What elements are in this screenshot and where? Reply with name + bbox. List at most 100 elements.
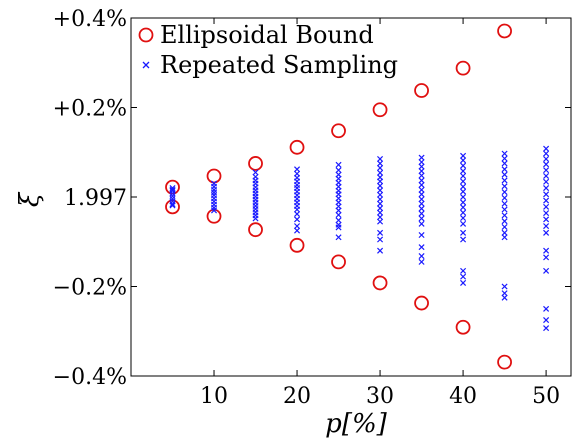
repeated-sampling-point	[543, 247, 550, 254]
data-marks	[165, 23, 550, 370]
repeated-sampling-point	[294, 216, 301, 223]
repeated-sampling-point	[418, 181, 425, 188]
repeated-sampling-point	[501, 218, 508, 225]
repeated-sampling-point	[460, 215, 467, 222]
legend-marker-ellipsoidal-bound	[138, 27, 154, 43]
repeated-sampling-point	[169, 202, 176, 209]
ellipsoidal-bound-point	[248, 222, 263, 238]
repeated-sampling-point	[543, 317, 550, 324]
repeated-sampling-point	[377, 155, 384, 162]
repeated-sampling-point	[377, 191, 384, 198]
repeated-sampling-point	[501, 206, 508, 213]
repeated-sampling-point	[418, 177, 425, 184]
repeated-sampling-point	[460, 209, 467, 216]
repeated-sampling-point	[501, 212, 508, 219]
repeated-sampling-point	[501, 223, 508, 231]
repeated-sampling-point	[501, 234, 508, 241]
repeated-sampling-point	[460, 152, 467, 159]
repeated-sampling-point	[418, 232, 425, 239]
repeated-sampling-point	[335, 217, 342, 224]
repeated-sampling-point	[418, 168, 425, 175]
x-axis-label: p[%]	[325, 409, 387, 439]
y-tick-label: −0.2%	[53, 276, 127, 301]
repeated-sampling-point	[460, 178, 467, 185]
y-tick-label: +0.2%	[53, 97, 127, 122]
repeated-sampling-point	[543, 305, 550, 312]
repeated-sampling-point	[543, 145, 550, 152]
repeated-sampling-point	[543, 210, 550, 217]
repeated-sampling-point	[460, 279, 467, 286]
repeated-sampling-point	[501, 171, 508, 178]
repeated-sampling-point	[501, 177, 508, 184]
repeated-sampling-point	[460, 183, 467, 190]
repeated-sampling-point	[377, 214, 384, 221]
ellipsoidal-bound-point	[455, 319, 471, 335]
repeated-sampling-point	[501, 283, 508, 290]
repeated-sampling-point	[377, 169, 384, 176]
repeated-sampling-point	[377, 200, 384, 207]
repeated-sampling-point	[294, 210, 301, 218]
repeated-sampling-point	[377, 182, 384, 189]
ellipsoidal-bound-point	[497, 354, 512, 370]
repeated-sampling-point	[294, 206, 301, 213]
repeated-sampling-point	[501, 155, 508, 162]
repeated-sampling-point	[294, 166, 301, 173]
repeated-sampling-point	[543, 178, 550, 185]
repeated-sampling-point	[543, 267, 550, 274]
repeated-sampling-point	[377, 236, 384, 243]
repeated-sampling-point	[335, 161, 342, 168]
repeated-sampling-point	[418, 154, 425, 161]
repeated-sampling-point	[335, 234, 342, 241]
ellipsoidal-bound-point	[372, 102, 388, 118]
y-tick-label: +0.4%	[53, 7, 127, 32]
repeated-sampling-point	[460, 229, 467, 236]
ellipsoidal-bound-point	[289, 237, 305, 253]
repeated-sampling-point	[210, 207, 218, 214]
repeated-sampling-point	[460, 204, 467, 211]
repeated-sampling-point	[543, 150, 550, 157]
ellipsoidal-bound-point	[165, 199, 180, 215]
repeated-sampling-point	[418, 253, 425, 260]
repeated-sampling-point	[252, 215, 259, 222]
repeated-sampling-point	[543, 167, 550, 174]
ellipsoidal-bound-point	[248, 156, 263, 171]
x-tick-label: 50	[532, 384, 560, 409]
repeated-sampling-point	[418, 244, 425, 251]
repeated-sampling-point	[501, 189, 508, 196]
ellipsoidal-bound-point	[289, 139, 305, 155]
repeated-sampling-point	[418, 186, 425, 193]
repeated-sampling-point	[543, 203, 550, 210]
repeated-sampling-point	[294, 223, 301, 230]
repeated-sampling-point	[418, 200, 425, 207]
repeated-sampling-point	[460, 157, 467, 164]
repeated-sampling-point	[418, 159, 425, 166]
repeated-sampling-point	[543, 155, 550, 162]
repeated-sampling-point	[418, 172, 425, 179]
repeated-sampling-point	[418, 191, 425, 198]
repeated-sampling-point	[543, 161, 550, 168]
repeated-sampling-point	[377, 209, 384, 216]
repeated-sampling-point	[418, 205, 425, 212]
legend-label-ellipsoidal-bound: Ellipsoidal Bound	[160, 21, 374, 49]
x-tick-label: 40	[449, 384, 477, 409]
plot-area	[130, 17, 572, 377]
repeated-sampling-point	[377, 160, 384, 167]
repeated-sampling-point	[418, 220, 425, 227]
ellipsoidal-bound-point	[331, 123, 346, 139]
repeated-sampling-point	[501, 194, 508, 201]
repeated-sampling-point	[501, 183, 508, 190]
x-tick-label: 10	[200, 384, 228, 409]
repeated-sampling-point	[543, 223, 550, 230]
repeated-sampling-point	[377, 229, 384, 236]
repeated-sampling-point	[377, 196, 384, 203]
repeated-sampling-point	[335, 207, 342, 214]
repeated-sampling-point	[543, 185, 550, 192]
repeated-sampling-point	[501, 160, 508, 167]
repeated-sampling-point	[377, 164, 384, 171]
y-tick-label: 1.997	[64, 186, 127, 211]
repeated-sampling-point	[460, 188, 467, 195]
repeated-sampling-point	[335, 211, 342, 218]
repeated-sampling-point	[335, 167, 342, 174]
